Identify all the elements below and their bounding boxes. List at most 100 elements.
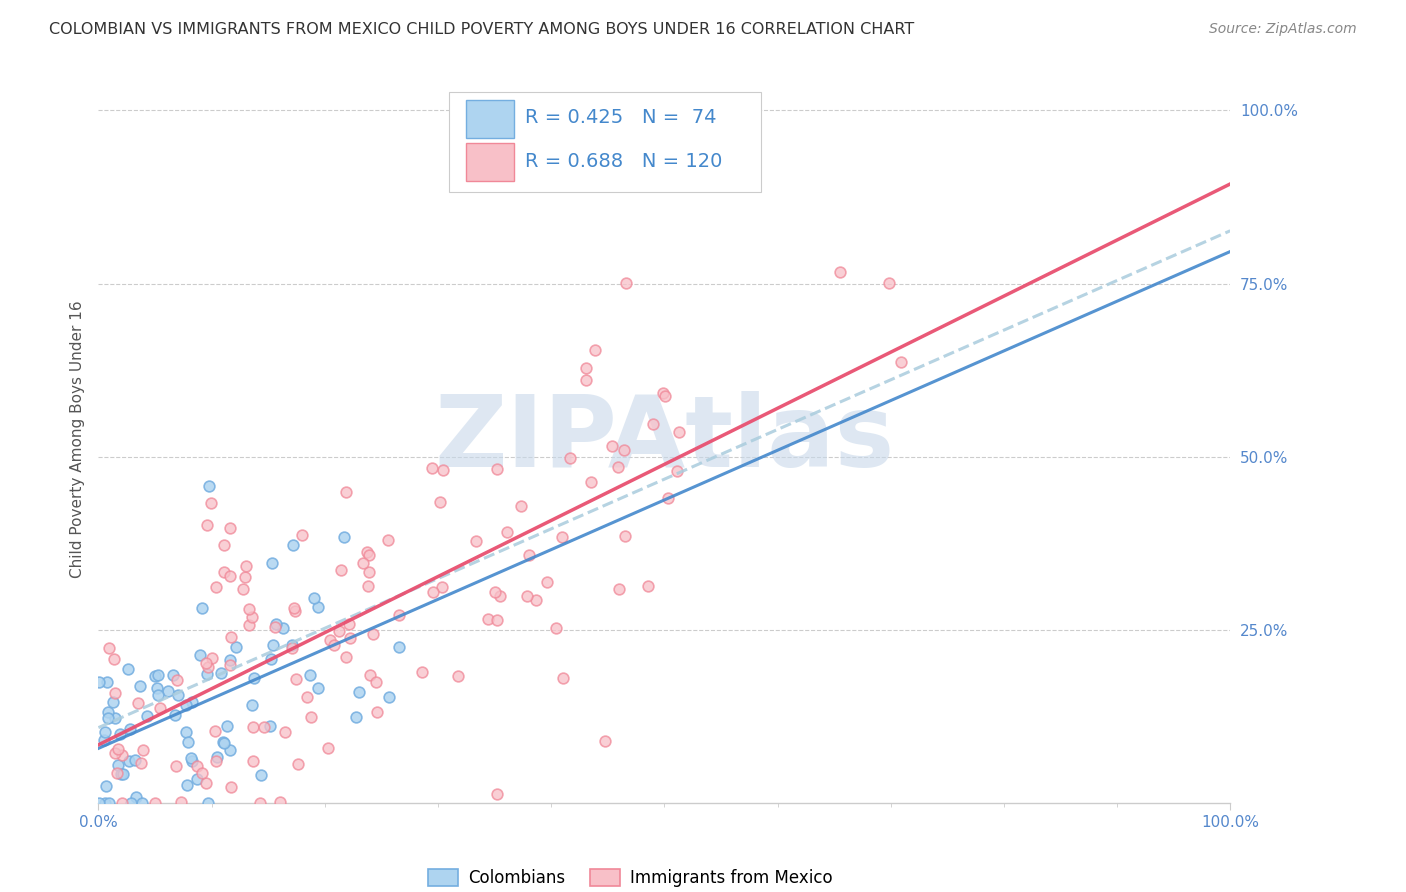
Point <box>219 569 242 583</box>
Point <box>200 496 222 510</box>
Point <box>411 665 433 679</box>
Point <box>124 753 146 767</box>
Point <box>167 688 190 702</box>
Point <box>287 756 309 771</box>
Point <box>111 767 134 781</box>
Point <box>201 651 224 665</box>
Point <box>127 696 149 710</box>
Point <box>191 765 214 780</box>
Point <box>657 491 679 506</box>
Point <box>335 484 357 499</box>
Point <box>94 724 117 739</box>
Point <box>477 612 499 626</box>
Point <box>484 585 506 599</box>
Point <box>117 663 139 677</box>
Point <box>666 464 689 478</box>
Point <box>551 530 574 544</box>
FancyBboxPatch shape <box>467 100 513 137</box>
Point <box>307 599 329 614</box>
Point <box>186 759 208 773</box>
Point <box>828 265 851 279</box>
Point <box>87 796 110 810</box>
Point <box>188 648 211 662</box>
Point <box>205 749 228 764</box>
Point <box>195 657 218 671</box>
Point <box>93 733 115 747</box>
Point <box>422 585 444 599</box>
Point <box>249 796 271 810</box>
Legend: Colombians, Immigrants from Mexico: Colombians, Immigrants from Mexico <box>422 862 839 892</box>
Point <box>264 620 287 634</box>
Point <box>339 631 361 645</box>
Point <box>146 681 169 695</box>
Point <box>298 668 321 682</box>
Point <box>118 722 141 736</box>
Point <box>238 601 260 615</box>
Point <box>361 627 384 641</box>
Point <box>613 442 636 457</box>
Point <box>219 653 242 667</box>
Point <box>205 580 228 594</box>
Point <box>485 614 508 628</box>
Point <box>337 617 360 632</box>
Point <box>575 373 598 387</box>
Point <box>652 385 675 400</box>
Point <box>242 720 264 734</box>
Point <box>101 695 124 709</box>
Point <box>432 463 454 477</box>
Point <box>510 499 533 513</box>
Point <box>299 709 322 723</box>
Point <box>316 741 339 756</box>
Point <box>614 276 637 290</box>
Point <box>280 641 302 656</box>
Point <box>330 563 353 577</box>
Point <box>238 618 260 632</box>
Point <box>323 638 346 652</box>
Point <box>291 527 314 541</box>
Point <box>162 668 184 682</box>
Text: R = 0.688   N = 120: R = 0.688 N = 120 <box>524 153 723 171</box>
Point <box>264 617 287 632</box>
Point <box>607 582 630 596</box>
Point <box>118 755 141 769</box>
Point <box>219 630 242 644</box>
Point <box>110 767 132 781</box>
Point <box>197 660 219 674</box>
Point <box>637 579 659 593</box>
Point <box>214 736 236 750</box>
Point <box>120 796 142 810</box>
Point <box>197 796 219 810</box>
Point <box>284 672 307 686</box>
Point <box>163 707 186 722</box>
Point <box>283 600 305 615</box>
Point <box>357 566 380 580</box>
Text: Source: ZipAtlas.com: Source: ZipAtlas.com <box>1209 22 1357 37</box>
Point <box>641 417 664 431</box>
Point <box>253 720 276 734</box>
Point <box>377 533 399 547</box>
Point <box>344 710 367 724</box>
Point <box>536 574 558 589</box>
Point <box>486 787 509 801</box>
Point <box>125 790 148 805</box>
Point <box>143 796 166 810</box>
Point <box>219 742 242 756</box>
Y-axis label: Child Poverty Among Boys Under 16: Child Poverty Among Boys Under 16 <box>69 301 84 578</box>
Point <box>890 355 912 369</box>
Point <box>359 668 381 682</box>
Point <box>332 530 354 544</box>
Point <box>103 651 125 665</box>
Point <box>430 580 453 594</box>
Point <box>366 705 388 719</box>
Point <box>131 796 153 810</box>
Point <box>103 746 125 760</box>
Point <box>359 548 381 562</box>
Point <box>190 601 212 615</box>
Point <box>524 593 547 607</box>
Point <box>176 725 198 739</box>
Point <box>260 556 283 570</box>
Point <box>105 766 128 780</box>
Point <box>165 758 187 772</box>
Point <box>108 727 131 741</box>
Point <box>318 633 340 648</box>
